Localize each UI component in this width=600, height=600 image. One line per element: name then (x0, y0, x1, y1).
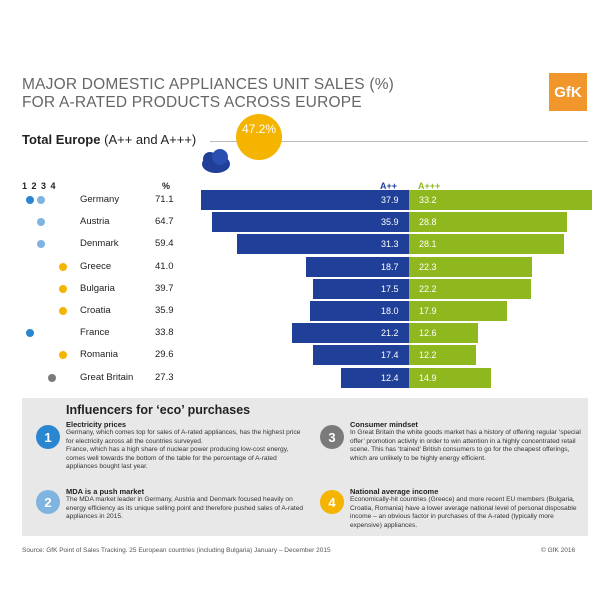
bar-appp (409, 323, 479, 344)
influencer-dot-4 (59, 284, 67, 293)
bar-app-label: 31.3 (381, 239, 399, 250)
bar-app (310, 301, 409, 321)
bar-app-label: 37.9 (381, 195, 399, 205)
appp-column-header: A+++ (418, 181, 441, 191)
bar-appp (409, 190, 592, 210)
total-pct-label: 71.1 (155, 194, 174, 205)
total-pct-label: 59.4 (155, 238, 174, 250)
total-pct-label: 27.3 (155, 371, 174, 383)
bar-appp (409, 345, 477, 366)
bar-appp (409, 234, 564, 255)
bar-app (312, 278, 409, 299)
bar-app (292, 323, 409, 344)
total-label: Total Europe (A++ and A+++) (22, 132, 196, 147)
bar-appp (409, 278, 532, 299)
pct-column-header: % (162, 181, 171, 191)
influencer-dot-1 (26, 196, 34, 204)
bar-appp-label: 33.2 (419, 195, 437, 205)
influencer-columns-header: 1 2 3 4 (22, 181, 57, 191)
bar-app (313, 345, 409, 366)
country-label: Romania (80, 349, 119, 361)
country-label: Germany (80, 194, 120, 205)
influencer-dot-4 (59, 307, 67, 315)
cloud-icon (202, 149, 230, 173)
total-label-rest: (A++ and A+++) (104, 132, 197, 147)
total-pct-label: 39.7 (155, 282, 174, 294)
bar-app-label: 18.7 (381, 261, 399, 272)
total-pct-label: 35.9 (155, 305, 174, 316)
bar-app-label: 21.2 (381, 328, 399, 339)
influencer-4-heading: National average income (350, 487, 439, 496)
influencer-3-body: In Great Britain the white goods market … (350, 429, 581, 462)
bar-app-label: 17.4 (381, 350, 399, 361)
influencer-2-heading: MDA is a push market (66, 487, 145, 496)
bar-appp-label: 12.6 (419, 328, 437, 339)
influencer-3: Consumer mindset In Great Britain the wh… (350, 420, 582, 463)
influencer-2-badge: 2 (36, 490, 60, 514)
bar-app (236, 234, 409, 255)
influencer-dot-3 (48, 373, 56, 382)
total-pct-label: 29.6 (155, 349, 174, 361)
influencer-2-body: The MDA market leader in Germany, Austri… (66, 496, 304, 521)
country-label: France (80, 327, 110, 339)
bar-appp-label: 12.2 (419, 350, 437, 361)
influencer-dot-2 (37, 218, 45, 227)
influencer-1-body-1: Germany, which comes top for sales of A-… (66, 429, 301, 445)
bar-appp-label: 28.1 (419, 239, 437, 250)
total-rule (210, 141, 588, 142)
bar-appp (409, 212, 568, 233)
country-label: Denmark (80, 238, 119, 250)
title-line-1: MAJOR DOMESTIC APPLIANCES UNIT SALES (%) (22, 76, 395, 93)
copyright: © GfK 2016 (541, 547, 576, 554)
bar-app (306, 256, 409, 277)
bar-appp (409, 367, 491, 388)
bar-app (200, 190, 409, 210)
total-pct-label: 33.8 (155, 327, 174, 339)
bar-app-label: 12.4 (381, 372, 399, 383)
bar-appp-label: 17.9 (419, 306, 437, 316)
bar-appp (409, 301, 508, 321)
influencer-4-body: Economically-hit countries (Greece) and … (350, 496, 577, 529)
total-label-bold: Total Europe (22, 132, 101, 147)
influencer-3-heading: Consumer mindset (350, 420, 418, 429)
source-note: Source: GfK Point of Sales Tracking. 25 … (22, 547, 331, 554)
bar-app (340, 367, 409, 388)
total-pct-label: 64.7 (155, 216, 174, 228)
influencer-1-heading: Electricity prices (66, 420, 127, 429)
bar-appp-label: 22.3 (419, 261, 437, 272)
country-label: Bulgaria (80, 282, 115, 294)
country-label: Austria (80, 216, 110, 228)
influencers-title: Influencers for ‘eco’ purchases (66, 403, 251, 417)
bar-app-label: 17.5 (381, 283, 399, 294)
influencer-1: Electricity prices Germany, which comes … (66, 420, 308, 472)
total-value-badge: 47.2% (236, 114, 282, 160)
influencer-2: MDA is a push market The MDA market lead… (66, 487, 308, 522)
influencer-1-body-2: France, which has a high share of nuclea… (66, 446, 289, 471)
total-pct-label: 41.0 (155, 260, 174, 272)
bar-appp (409, 256, 532, 277)
influencer-dot-4 (59, 351, 67, 360)
influencer-1-badge: 1 (36, 425, 60, 449)
influencer-dot-2 (37, 196, 45, 204)
bar-appp-label: 28.8 (419, 217, 437, 228)
gfk-logo: GfK (549, 73, 587, 111)
influencer-4-badge: 4 (320, 490, 344, 514)
influencers-panel (22, 398, 588, 536)
bar-app-label: 18.0 (381, 306, 399, 316)
app-column-header: A++ (380, 181, 398, 191)
bar-appp-label: 14.9 (419, 372, 437, 383)
country-label: Greece (80, 260, 112, 272)
influencer-3-badge: 3 (320, 425, 344, 449)
bar-appp-label: 22.2 (419, 283, 437, 294)
influencer-4: National average income Economically-hit… (350, 487, 582, 530)
title-line-2: FOR A-RATED PRODUCTS ACROSS EUROPE (22, 94, 362, 111)
influencer-dot-4 (59, 262, 67, 271)
bar-app (211, 212, 409, 233)
country-label: Great Britain (80, 371, 134, 383)
country-label: Croatia (80, 305, 111, 316)
influencer-dot-2 (37, 240, 45, 249)
bar-app-label: 35.9 (381, 217, 399, 228)
influencer-dot-1 (26, 329, 34, 338)
chart-title: MAJOR DOMESTIC APPLIANCES UNIT SALES (%)… (22, 76, 542, 112)
